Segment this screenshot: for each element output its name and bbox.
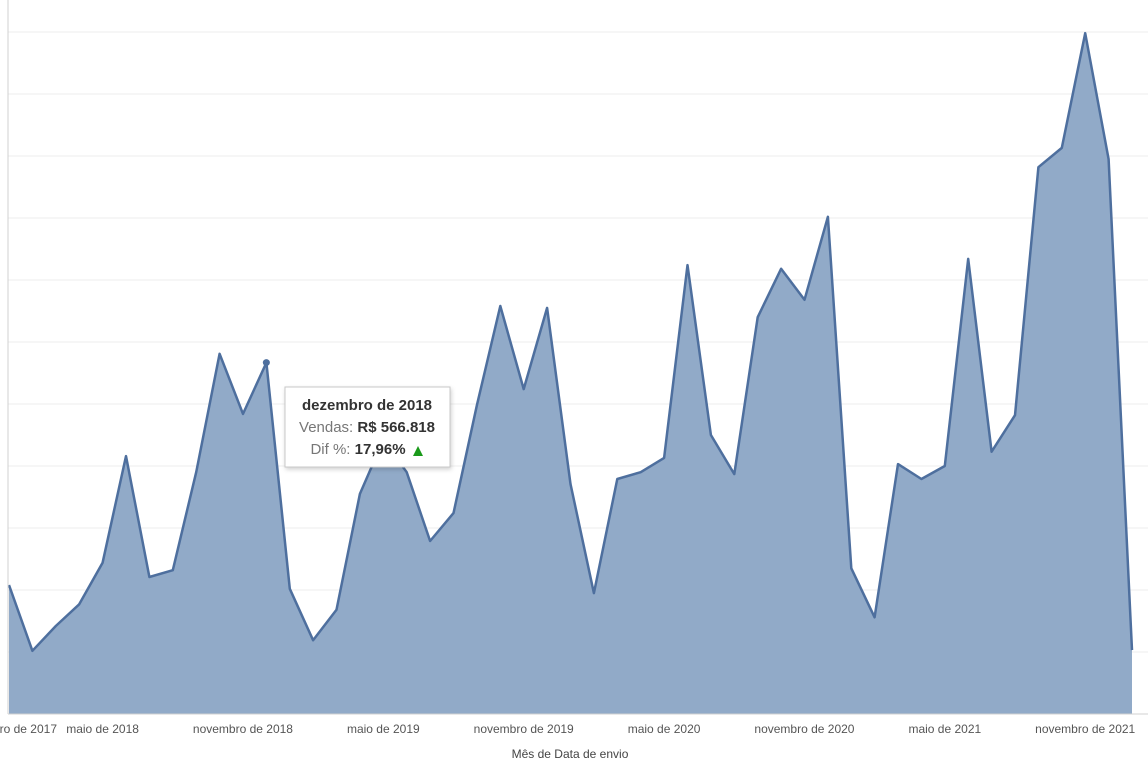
tooltip-label: Vendas: bbox=[299, 419, 353, 436]
x-tick-label: novembro de 2021 bbox=[1035, 722, 1135, 736]
tooltip-box bbox=[284, 386, 451, 468]
area bbox=[9, 33, 1132, 714]
tooltip-row: Vendas: R$ 566.818 bbox=[299, 419, 435, 436]
tooltip: dezembro de 2018 Vendas: R$ 566.818 Dif … bbox=[284, 386, 451, 468]
tooltip-value: 17,96% bbox=[355, 441, 406, 458]
tooltip-label: Dif %: bbox=[310, 441, 350, 458]
x-tick-label: maio de 2019 bbox=[347, 722, 420, 736]
x-tick-label: maio de 2021 bbox=[908, 722, 981, 736]
highlight-point bbox=[262, 359, 270, 367]
x-tick-label: novembro de 2019 bbox=[474, 722, 574, 736]
up-arrow-icon bbox=[413, 446, 423, 456]
x-axis-title: Mês de Data de envio bbox=[512, 747, 629, 761]
tooltip-value: R$ 566.818 bbox=[357, 419, 435, 436]
x-tick-label: novembro de 2018 bbox=[193, 722, 293, 736]
line bbox=[7, 31, 1134, 653]
tooltip-title: dezembro de 2018 bbox=[302, 397, 432, 414]
x-tick-label: novembro de 2020 bbox=[754, 722, 854, 736]
x-tick-label: maio de 2020 bbox=[628, 722, 701, 736]
x-tick-label: novembro de 2017 bbox=[0, 722, 57, 736]
tooltip-row: Dif %: 17,96% bbox=[310, 441, 405, 458]
x-tick-label: maio de 2018 bbox=[66, 722, 139, 736]
